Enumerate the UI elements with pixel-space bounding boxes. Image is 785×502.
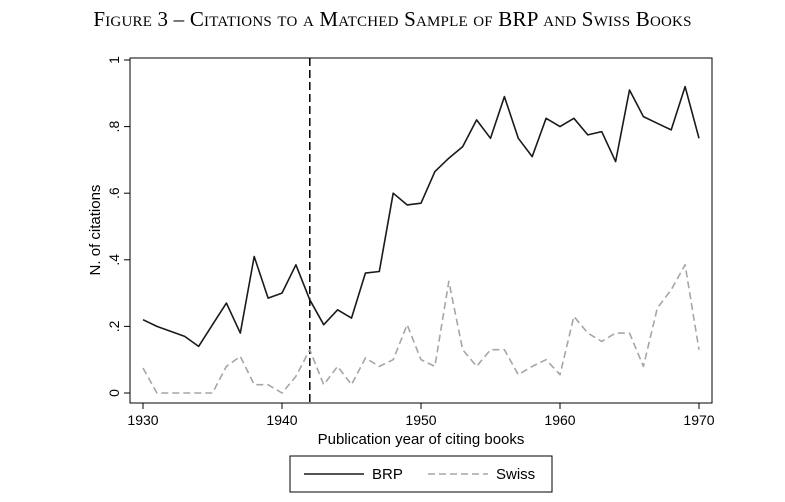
x-tick-label-1930: 1930 (127, 412, 158, 428)
legend-label-swiss: Swiss (496, 466, 535, 483)
y-tick-label-3: .6 (106, 187, 122, 199)
x-tick-label-1950: 1950 (405, 412, 436, 428)
y-tick-label-0: 0 (106, 389, 122, 397)
series-line-brp (142, 85, 700, 348)
series-layer (142, 85, 700, 394)
x-axis-label: Publication year of citing books (318, 431, 525, 448)
y-axis-label: N. of citations (87, 185, 104, 276)
y-tick-label-1: .2 (106, 320, 122, 332)
x-tick-label-1940: 1940 (266, 412, 297, 428)
chart-title: Figure 3 – Citations to a Matched Sample… (93, 7, 692, 31)
y-axis: 0 .2 .4 .6 .8 1 (106, 56, 130, 397)
x-axis: 1930 1940 1950 1960 1970 (127, 403, 715, 428)
y-tick-label-2: .4 (106, 254, 122, 266)
series-line-swiss (142, 263, 700, 394)
x-tick-label-1960: 1960 (544, 412, 575, 428)
plot-area-frame (129, 57, 713, 404)
legend-label-brp: BRP (372, 466, 403, 483)
legend: BRP Swiss (304, 466, 535, 483)
x-tick-label-1970: 1970 (683, 412, 714, 428)
y-tick-label-4: .8 (106, 121, 122, 133)
y-tick-label-5: 1 (106, 56, 122, 64)
